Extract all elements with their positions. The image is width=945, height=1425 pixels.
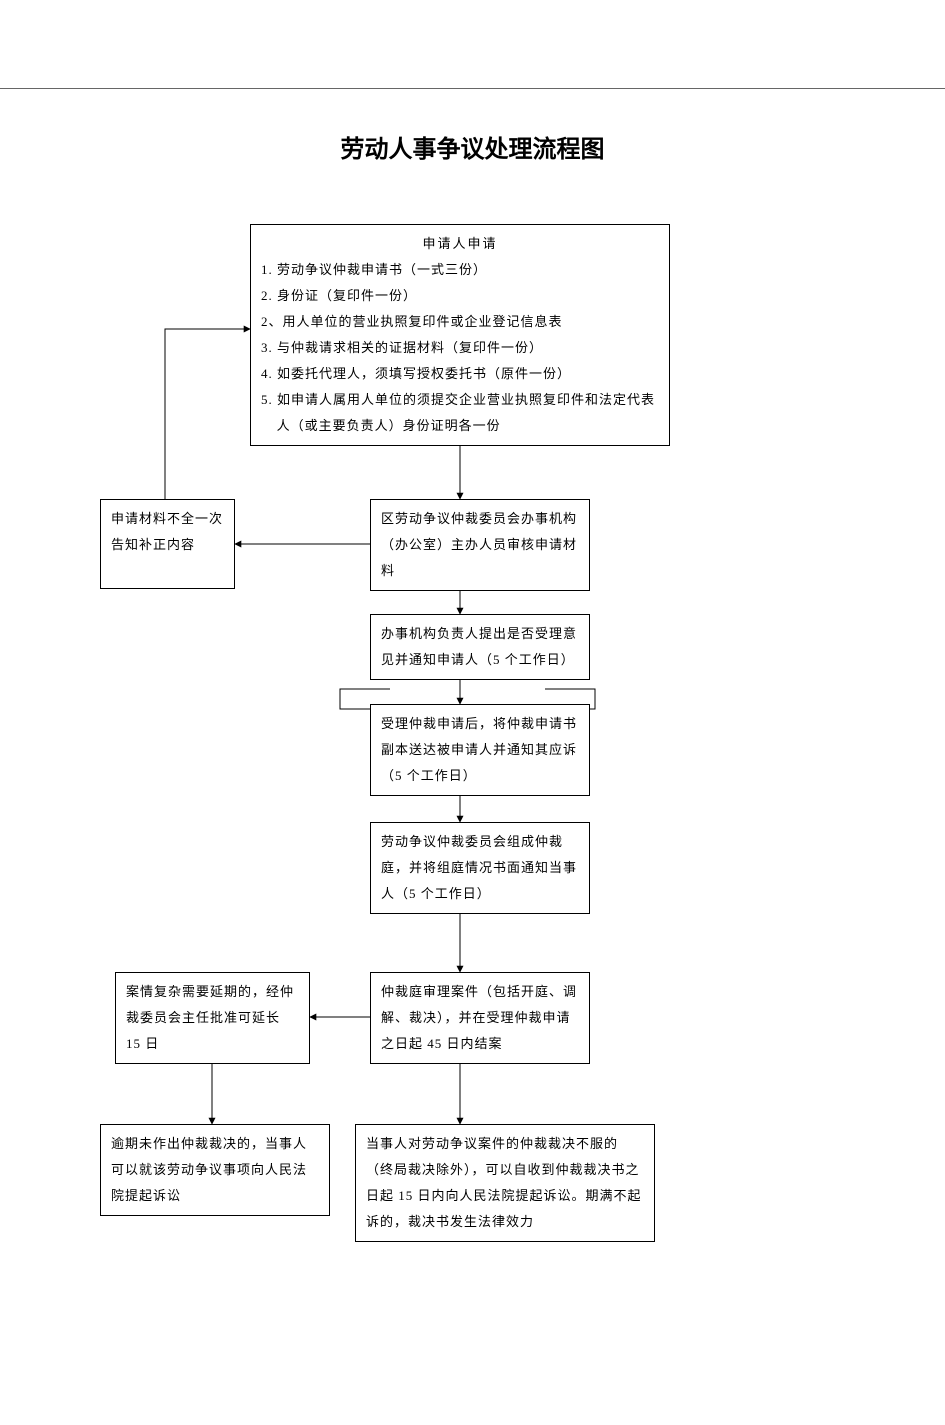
node-text: 区劳动争议仲裁委员会办事机构（办公室）主办人员审核申请材料 xyxy=(381,511,577,578)
flowchart-node-accept-opinion: 办事机构负责人提出是否受理意见并通知申请人（5 个工作日） xyxy=(370,614,590,680)
node-text: 劳动争议仲裁委员会组成仲裁庭，并将组庭情况书面通知当事人（5 个工作日） xyxy=(381,834,577,901)
document-page: 劳动人事争议处理流程图 申请人申请 1. 劳动争议仲裁申请书（一式三份） 2. … xyxy=(0,88,945,1324)
flowchart-node-overdue-litigation: 逾期未作出仲裁裁决的，当事人可以就该劳动争议事项向人民法院提起诉讼 xyxy=(100,1124,330,1216)
node-item: 3. 与仲裁请求相关的证据材料（复印件一份） xyxy=(261,335,659,361)
node-item: 2. 身份证（复印件一份） xyxy=(261,283,659,309)
node-items: 1. 劳动争议仲裁申请书（一式三份） 2. 身份证（复印件一份） 2、用人单位的… xyxy=(261,257,659,439)
flowchart-node-extension: 案情复杂需要延期的，经仲裁委员会主任批准可延长 15 日 xyxy=(115,972,310,1064)
flowchart-node-application: 申请人申请 1. 劳动争议仲裁申请书（一式三份） 2. 身份证（复印件一份） 2… xyxy=(250,224,670,446)
flowchart-node-hearing: 仲裁庭审理案件（包括开庭、调解、裁决），并在受理仲裁申请之日起 45 日内结案 xyxy=(370,972,590,1064)
node-item: 4. 如委托代理人，须填写授权委托书（原件一份） xyxy=(261,361,659,387)
node-text: 案情复杂需要延期的，经仲裁委员会主任批准可延长 15 日 xyxy=(126,984,294,1051)
flowchart-node-incomplete: 申请材料不全一次告知补正内容 xyxy=(100,499,235,589)
node-title: 申请人申请 xyxy=(261,231,659,257)
flowchart-edge xyxy=(165,329,250,499)
node-text: 仲裁庭审理案件（包括开庭、调解、裁决），并在受理仲裁申请之日起 45 日内结案 xyxy=(381,984,577,1051)
node-item: 2、用人单位的营业执照复印件或企业登记信息表 xyxy=(261,309,659,335)
node-text: 受理仲裁申请后，将仲裁申请书副本送达被申请人并通知其应诉（5 个工作日） xyxy=(381,716,577,783)
node-text: 当事人对劳动争议案件的仲裁裁决不服的（终局裁决除外），可以自收到仲裁裁决书之日起… xyxy=(366,1136,642,1229)
flowchart-node-review: 区劳动争议仲裁委员会办事机构（办公室）主办人员审核申请材料 xyxy=(370,499,590,591)
node-text: 办事机构负责人提出是否受理意见并通知申请人（5 个工作日） xyxy=(381,626,577,667)
page-title: 劳动人事争议处理流程图 xyxy=(90,129,855,164)
node-text: 申请材料不全一次告知补正内容 xyxy=(111,511,223,552)
node-item: 1. 劳动争议仲裁申请书（一式三份） xyxy=(261,257,659,283)
flowchart-node-deliver-copy: 受理仲裁申请后，将仲裁申请书副本送达被申请人并通知其应诉（5 个工作日） xyxy=(370,704,590,796)
node-item: 5. 如申请人属用人单位的须提交企业营业执照复印件和法定代表人（或主要负责人）身… xyxy=(261,387,659,439)
flowchart-canvas: 申请人申请 1. 劳动争议仲裁申请书（一式三份） 2. 身份证（复印件一份） 2… xyxy=(90,224,855,1324)
node-text: 逾期未作出仲裁裁决的，当事人可以就该劳动争议事项向人民法院提起诉讼 xyxy=(111,1136,307,1203)
flowchart-node-form-tribunal: 劳动争议仲裁委员会组成仲裁庭，并将组庭情况书面通知当事人（5 个工作日） xyxy=(370,822,590,914)
flowchart-node-appeal: 当事人对劳动争议案件的仲裁裁决不服的（终局裁决除外），可以自收到仲裁裁决书之日起… xyxy=(355,1124,655,1242)
